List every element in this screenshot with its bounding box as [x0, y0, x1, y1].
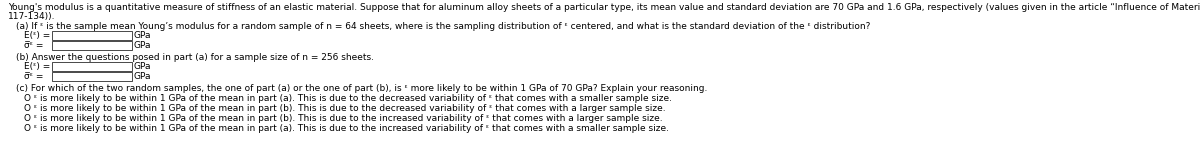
Text: E(ᵋ) =: E(ᵋ) = [24, 31, 50, 40]
Bar [52, 72, 132, 81]
Text: GPa: GPa [134, 62, 151, 71]
Text: GPa: GPa [134, 72, 151, 81]
Bar [52, 62, 132, 71]
Text: O ᵋ is more likely to be within 1 GPa of the mean in part (a). This is due to th: O ᵋ is more likely to be within 1 GPa of… [24, 124, 670, 133]
Text: Young's modulus is a quantitative measure of stiffness of an elastic material. S: Young's modulus is a quantitative measur… [8, 3, 1200, 12]
Text: σ̅ᵋ =: σ̅ᵋ = [24, 72, 43, 81]
Text: GPa: GPa [134, 41, 151, 50]
Text: E(ᵋ) =: E(ᵋ) = [24, 62, 50, 71]
Text: O ᵋ is more likely to be within 1 GPa of the mean in part (b). This is due to th: O ᵋ is more likely to be within 1 GPa of… [24, 104, 666, 113]
Text: (c) For which of the two random samples, the one of part (a) or the one of part : (c) For which of the two random samples,… [16, 84, 707, 93]
Text: (a) If ᵋ is the sample mean Young’s modulus for a random sample of n = 64 sheets: (a) If ᵋ is the sample mean Young’s modu… [16, 22, 870, 31]
Text: (b) Answer the questions posed in part (a) for a sample size of n = 256 sheets.: (b) Answer the questions posed in part (… [16, 53, 374, 62]
Text: O ᵋ is more likely to be within 1 GPa of the mean in part (a). This is due to th: O ᵋ is more likely to be within 1 GPa of… [24, 94, 672, 103]
Bar [52, 31, 132, 40]
Text: σ̅ᵋ =: σ̅ᵋ = [24, 41, 43, 50]
Text: GPa: GPa [134, 31, 151, 40]
Text: O ᵋ is more likely to be within 1 GPa of the mean in part (b). This is due to th: O ᵋ is more likely to be within 1 GPa of… [24, 114, 662, 123]
Text: 117-134)).: 117-134)). [8, 12, 55, 21]
Bar [52, 41, 132, 50]
